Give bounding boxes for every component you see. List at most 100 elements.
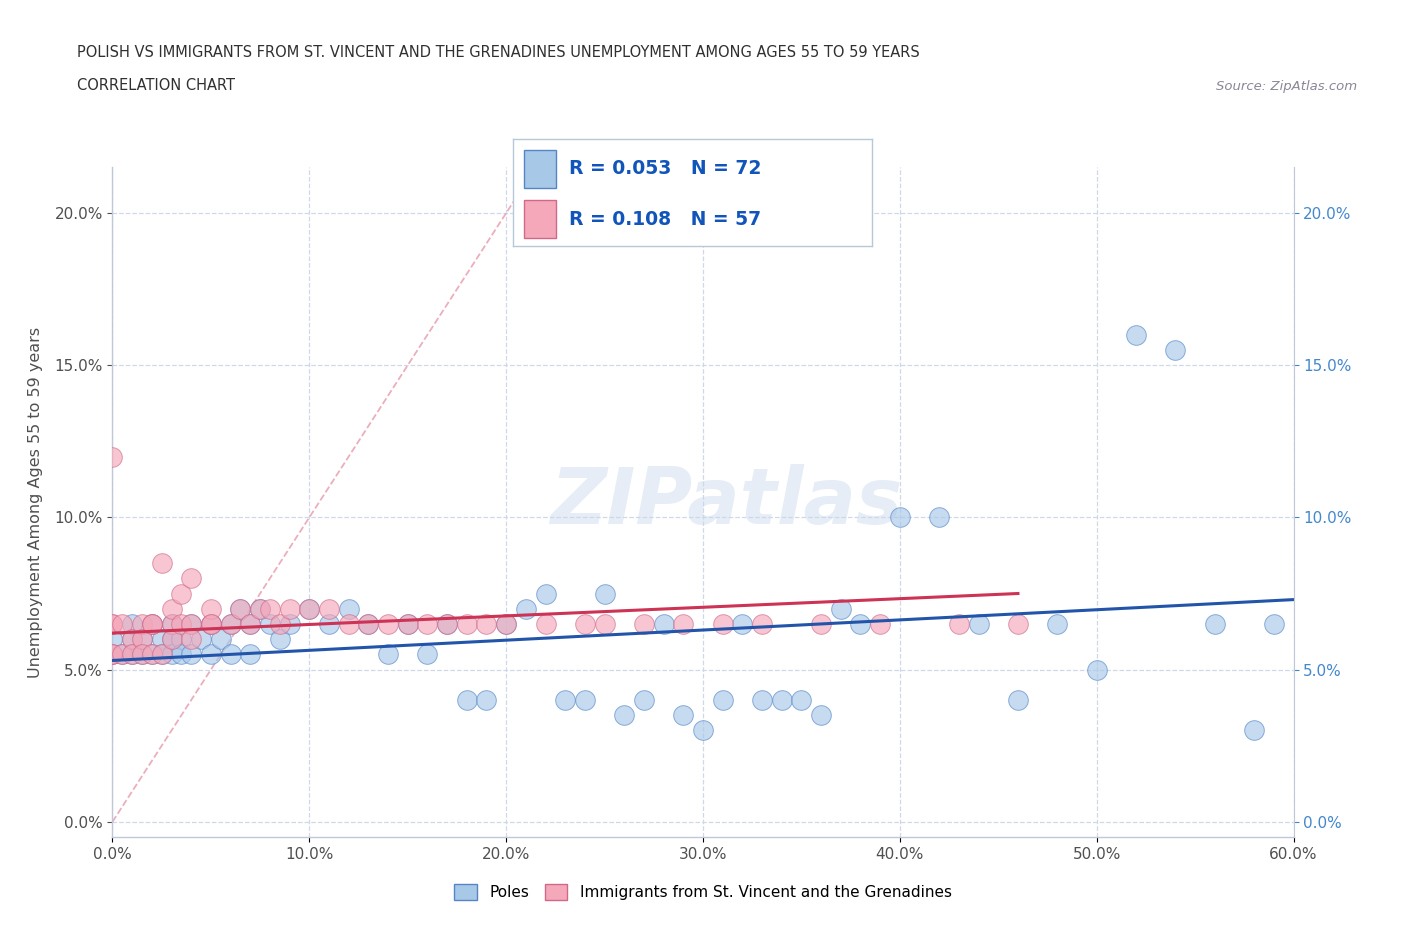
Point (219, 617, 242, 631)
Point (141, 647, 163, 662)
Point (810, 617, 832, 631)
Point (692, 723, 714, 737)
Point (337, 617, 360, 631)
Point (200, 617, 222, 631)
Point (269, 617, 291, 631)
Point (790, 693, 813, 708)
Point (534, 586, 557, 601)
Point (416, 647, 439, 662)
Point (318, 617, 340, 631)
Point (869, 617, 891, 631)
Point (141, 617, 163, 631)
Point (239, 617, 262, 631)
Point (200, 617, 222, 631)
Point (121, 631, 143, 646)
Point (111, 647, 134, 662)
Text: Source: ZipAtlas.com: Source: ZipAtlas.com (1216, 80, 1357, 93)
FancyBboxPatch shape (524, 201, 557, 238)
Point (652, 617, 675, 631)
Point (170, 647, 193, 662)
Point (357, 617, 380, 631)
Point (967, 617, 990, 631)
Point (190, 631, 212, 646)
Point (1125, 327, 1147, 342)
Point (554, 693, 576, 708)
Point (200, 602, 222, 617)
Point (436, 617, 458, 631)
Point (150, 647, 173, 662)
Point (495, 617, 517, 631)
Point (200, 617, 222, 631)
Point (121, 617, 143, 631)
Point (160, 602, 183, 617)
Point (131, 647, 153, 662)
Point (150, 555, 173, 570)
Point (150, 631, 173, 646)
Point (1007, 693, 1029, 708)
Point (269, 631, 291, 646)
Point (318, 602, 340, 617)
Point (456, 617, 478, 631)
Point (131, 647, 153, 662)
Point (475, 617, 498, 631)
Point (711, 617, 734, 631)
Point (948, 617, 970, 631)
Point (298, 602, 321, 617)
Text: ZIPatlas: ZIPatlas (551, 464, 903, 540)
Point (219, 647, 242, 662)
Point (770, 693, 793, 708)
Point (131, 631, 153, 646)
Point (337, 602, 360, 617)
Point (1263, 617, 1285, 631)
Point (141, 647, 163, 662)
Text: CORRELATION CHART: CORRELATION CHART (77, 78, 235, 93)
Point (810, 708, 832, 723)
Point (672, 617, 695, 631)
Point (121, 631, 143, 646)
Point (711, 693, 734, 708)
Point (219, 617, 242, 631)
Point (889, 510, 911, 525)
Point (239, 617, 262, 631)
Text: POLISH VS IMMIGRANTS FROM ST. VINCENT AND THE GRENADINES UNEMPLOYMENT AMONG AGES: POLISH VS IMMIGRANTS FROM ST. VINCENT AN… (77, 46, 920, 60)
Point (928, 510, 950, 525)
Point (830, 602, 852, 617)
Point (160, 631, 183, 646)
Point (593, 617, 616, 631)
Point (731, 617, 754, 631)
Point (377, 647, 399, 662)
Point (180, 571, 202, 586)
Point (515, 602, 537, 617)
Point (101, 631, 124, 646)
Point (170, 586, 193, 601)
Point (633, 617, 655, 631)
Point (1164, 342, 1187, 357)
Point (150, 647, 173, 662)
Point (1007, 617, 1029, 631)
Point (180, 617, 202, 631)
Point (160, 617, 183, 631)
Point (574, 617, 596, 631)
Point (160, 617, 183, 631)
Point (249, 602, 271, 617)
Point (1046, 617, 1069, 631)
Point (1204, 617, 1226, 631)
Point (209, 631, 232, 646)
Point (495, 617, 517, 631)
Point (259, 602, 281, 617)
Point (239, 647, 262, 662)
Point (475, 693, 498, 708)
Point (593, 586, 616, 601)
Point (672, 708, 695, 723)
Point (180, 631, 202, 646)
Point (1085, 662, 1108, 677)
Point (249, 602, 271, 617)
Point (121, 647, 143, 662)
Point (170, 631, 193, 646)
Point (141, 617, 163, 631)
Point (416, 617, 439, 631)
Point (229, 602, 252, 617)
Point (357, 617, 380, 631)
Point (101, 647, 124, 662)
Point (278, 617, 301, 631)
